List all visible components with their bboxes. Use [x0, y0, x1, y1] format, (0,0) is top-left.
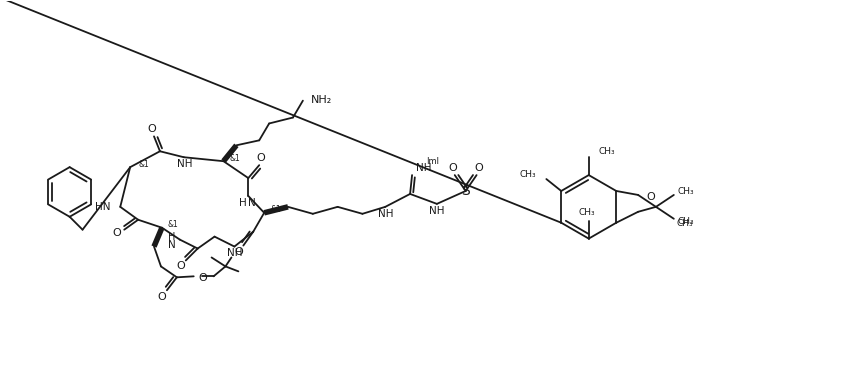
Text: NH: NH — [416, 163, 432, 173]
Text: CH₃: CH₃ — [678, 188, 695, 197]
Text: O: O — [148, 125, 157, 134]
Text: &1: &1 — [168, 220, 179, 229]
Text: NH: NH — [227, 248, 242, 258]
Text: O: O — [646, 192, 655, 202]
Text: CH₃: CH₃ — [599, 147, 615, 156]
Text: O: O — [257, 153, 266, 163]
Text: &1: &1 — [229, 154, 240, 163]
Text: CH₃: CH₃ — [578, 208, 595, 217]
Text: &1: &1 — [138, 160, 149, 169]
Text: N: N — [249, 198, 256, 208]
Text: O: O — [158, 292, 166, 302]
Text: CH₃: CH₃ — [520, 170, 536, 179]
Text: O: O — [448, 163, 457, 173]
Text: O: O — [112, 228, 121, 238]
Text: H: H — [169, 232, 175, 242]
Text: NH₂: NH₂ — [311, 95, 332, 105]
Text: O: O — [234, 247, 243, 257]
Text: NH: NH — [177, 159, 192, 169]
Text: H: H — [239, 198, 247, 208]
Text: &1: &1 — [270, 205, 281, 214]
Text: O: O — [199, 273, 207, 283]
Text: O: O — [475, 163, 483, 173]
Text: CH₃: CH₃ — [678, 217, 695, 226]
Text: HN: HN — [94, 202, 110, 212]
Text: NH: NH — [378, 209, 393, 219]
Text: Iml: Iml — [426, 157, 439, 166]
Text: N: N — [168, 239, 175, 250]
Text: CH₃: CH₃ — [677, 219, 694, 228]
Text: O: O — [176, 261, 185, 272]
Text: S: S — [461, 184, 470, 198]
Text: NH: NH — [429, 206, 444, 216]
